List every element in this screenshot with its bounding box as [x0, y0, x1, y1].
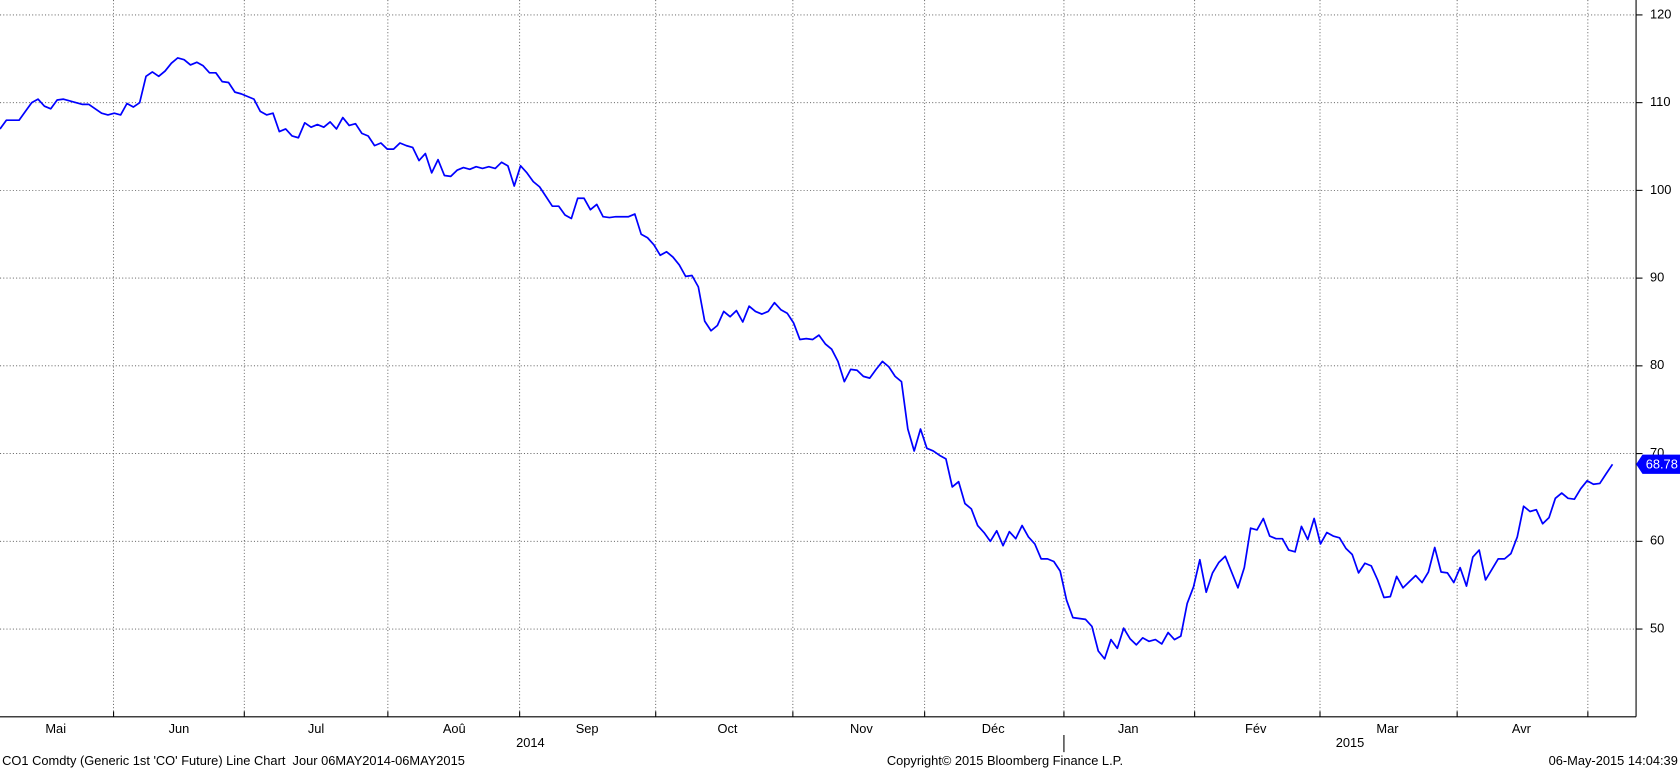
month-label: Jun	[169, 721, 190, 736]
month-label: Oct	[718, 721, 738, 736]
price-line	[0, 57, 1614, 660]
last-value-label: 68.78	[1646, 457, 1678, 472]
month-label: Mai	[45, 721, 66, 736]
footer-center: Copyright© 2015 Bloomberg Finance L.P.	[887, 753, 1123, 768]
month-label: Fév	[1245, 721, 1267, 736]
y-tick-label: 100	[1650, 182, 1671, 197]
footer-left: CO1 Comdty (Generic 1st 'CO' Future) Lin…	[2, 753, 465, 768]
month-label: Sep	[576, 721, 599, 736]
month-label: Jan	[1118, 721, 1139, 736]
y-tick-label: 120	[1650, 6, 1671, 21]
y-tick-label: 110	[1650, 94, 1670, 109]
last-value-tag	[1636, 454, 1680, 474]
footer-right: 06-May-2015 14:04:39	[1549, 753, 1678, 768]
month-label: Avr	[1512, 721, 1532, 736]
month-label: Mar	[1376, 721, 1399, 736]
month-label: Jul	[308, 721, 324, 736]
year-label: 2015	[1336, 735, 1365, 750]
month-label: Aoû	[443, 721, 466, 736]
y-tick-label: 90	[1650, 270, 1664, 285]
y-tick-label: 80	[1650, 357, 1664, 372]
y-tick-label: 60	[1650, 533, 1664, 548]
month-label: Déc	[982, 721, 1005, 736]
month-label: Nov	[850, 721, 873, 736]
year-label: 2014	[516, 735, 545, 750]
y-tick-label: 50	[1650, 620, 1664, 635]
